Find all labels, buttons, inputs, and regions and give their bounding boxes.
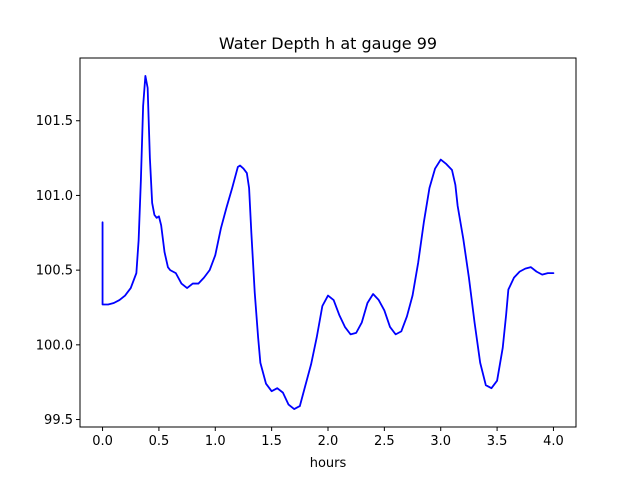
y-tick-label: 101.5 (36, 114, 73, 129)
chart-title: Water Depth h at gauge 99 (219, 34, 437, 53)
y-tick-label: 100.5 (36, 264, 73, 279)
x-tick-label: 0.5 (149, 434, 170, 449)
x-tick-label: 1.0 (205, 434, 226, 449)
x-tick-label: 2.0 (318, 434, 339, 449)
y-tick-label: 101.0 (36, 189, 73, 204)
x-tick-label: 4.0 (543, 434, 564, 449)
x-tick-label: 3.0 (430, 434, 451, 449)
series-line-0 (101, 75, 555, 410)
x-axis-label: hours (310, 456, 347, 471)
x-tick-label: 3.5 (487, 434, 508, 449)
x-tick-label: 0.0 (92, 434, 113, 449)
plot-area (101, 75, 555, 410)
x-tick-label: 2.5 (374, 434, 395, 449)
x-tick-label: 1.5 (261, 434, 282, 449)
x-axis: 0.0 0.5 1.0 1.5 2.0 2.5 3.0 3.5 4.0 (92, 427, 564, 449)
y-tick-label: 100.0 (36, 338, 73, 353)
y-axis: 99.5 100.0 100.5 101.0 101.5 (36, 114, 80, 428)
y-tick-label: 99.5 (44, 413, 73, 428)
